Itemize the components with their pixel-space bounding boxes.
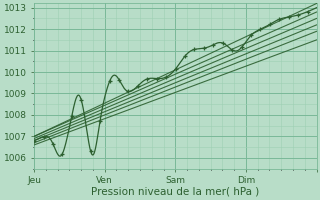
X-axis label: Pression niveau de la mer( hPa ): Pression niveau de la mer( hPa ) [91, 187, 260, 197]
